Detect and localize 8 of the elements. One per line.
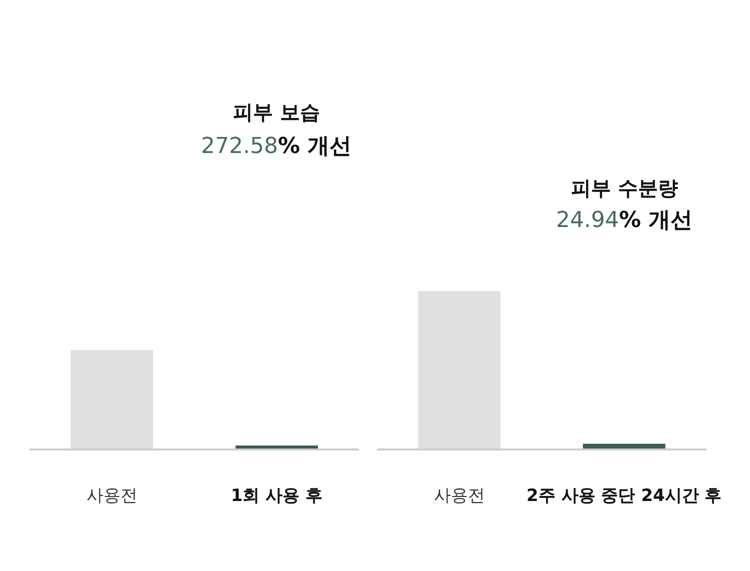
- chart-subtitle: 272.58% 개선: [201, 134, 352, 159]
- chart-subtitle: 24.94% 개선: [556, 208, 693, 233]
- x-tick-label: 1회 사용 후: [230, 486, 323, 506]
- x-tick-label: 사용전: [86, 486, 138, 506]
- x-tick-label: 2주 사용 중단 24시간 후: [526, 486, 722, 506]
- chart-title: 피부 보습: [233, 100, 320, 124]
- chart-title: 피부 수분량: [571, 176, 678, 200]
- x-tick-label: 사용전: [434, 486, 485, 506]
